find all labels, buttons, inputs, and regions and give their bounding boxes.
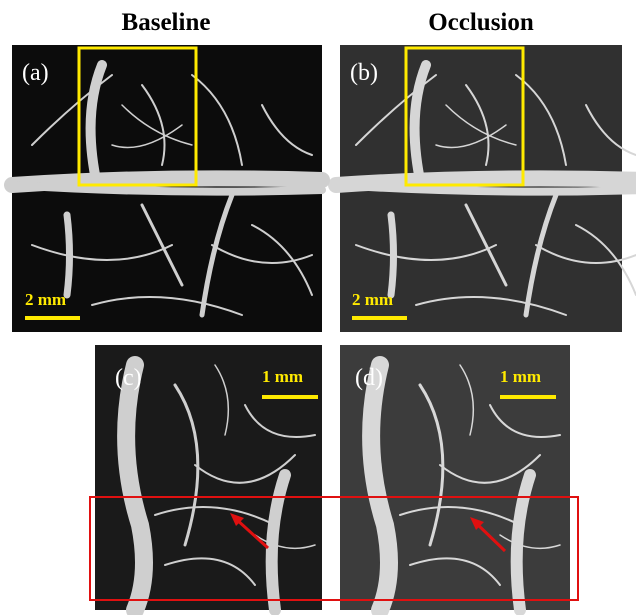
- scale-bar-label: 1 mm: [262, 367, 303, 386]
- scale-bar-label: 1 mm: [500, 367, 541, 386]
- scale-bar-label: 2 mm: [352, 290, 393, 309]
- panel-label: (b): [350, 60, 378, 86]
- panel-label: (a): [22, 60, 49, 86]
- scale-bar-label: 2 mm: [25, 290, 66, 309]
- panel-image: [336, 45, 636, 332]
- column-title: Occlusion: [428, 9, 534, 36]
- column-title: Baseline: [122, 9, 211, 36]
- panel-label: (d): [355, 365, 383, 391]
- panel-image: [12, 45, 322, 332]
- figure: Baseline Occlusion (a) 2 mm (b) 2 mm (c)…: [0, 0, 636, 615]
- panel-label: (c): [115, 365, 142, 391]
